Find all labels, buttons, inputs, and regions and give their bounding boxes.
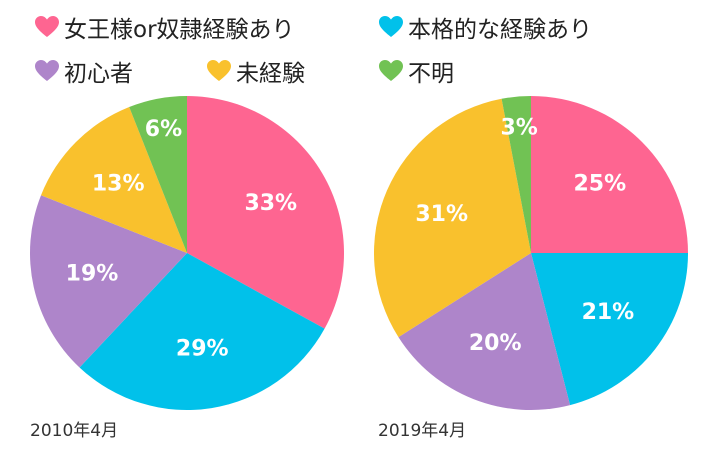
legend-item-inexperienced: 未経験 — [206, 54, 305, 88]
pie-slice-serious-experience — [79, 253, 325, 410]
legend-item-beginner: 初心者 — [34, 54, 133, 88]
pie-label-serious-experience: 21% — [582, 300, 635, 325]
pie-label-beginner: 19% — [66, 262, 119, 287]
legend-label-serious-experience: 本格的な経験あり — [408, 17, 592, 43]
heart-icon — [35, 16, 59, 37]
pie-slice-beginner — [398, 253, 571, 410]
legend-label-inexperienced: 未経験 — [236, 61, 305, 87]
legend-label-unknown: 不明 — [408, 61, 454, 87]
pie-chart-2019: 25% 21% 20% 31% 3% — [373, 96, 688, 410]
heart-icon — [379, 16, 403, 37]
pie-slice-unknown — [501, 96, 531, 253]
pie-slice-inexperienced — [373, 98, 531, 338]
pie-slice-queen-slave — [531, 96, 688, 253]
pie-label-queen-slave: 33% — [244, 191, 297, 216]
legend-label-beginner: 初心者 — [64, 61, 133, 87]
pie-label-inexperienced: 31% — [415, 202, 468, 227]
heart-icon — [379, 60, 403, 81]
legend-item-unknown: 不明 — [378, 54, 454, 88]
chart-caption-2010: 2010年4月 — [30, 421, 119, 441]
pie-label-beginner: 20% — [469, 331, 522, 356]
pie-label-unknown: 3% — [501, 115, 538, 140]
pie-slice-beginner — [30, 195, 188, 368]
legend: 女王様or奴隷経験あり 本格的な経験あり 初心者 未経験 不明 — [0, 0, 720, 90]
pie-label-serious-experience: 29% — [176, 337, 229, 362]
pie-slice-queen-slave — [187, 96, 344, 329]
chart-caption-2019: 2019年4月 — [378, 421, 467, 441]
legend-label-queen-slave: 女王様or奴隷経験あり — [64, 17, 295, 43]
heart-icon — [207, 60, 231, 81]
heart-icon — [35, 60, 59, 81]
legend-item-queen-slave: 女王様or奴隷経験あり — [34, 10, 295, 44]
pie-slice-serious-experience — [531, 253, 688, 406]
pie-slice-inexperienced — [41, 107, 188, 254]
pie-label-inexperienced: 13% — [92, 172, 145, 197]
legend-item-serious-experience: 本格的な経験あり — [378, 10, 592, 44]
pie-label-queen-slave: 25% — [573, 172, 626, 197]
pie-chart-2010: 33% 29% 19% 13% 6% — [30, 96, 344, 410]
pie-slice-unknown — [129, 96, 187, 253]
pie-label-unknown: 6% — [145, 117, 182, 142]
